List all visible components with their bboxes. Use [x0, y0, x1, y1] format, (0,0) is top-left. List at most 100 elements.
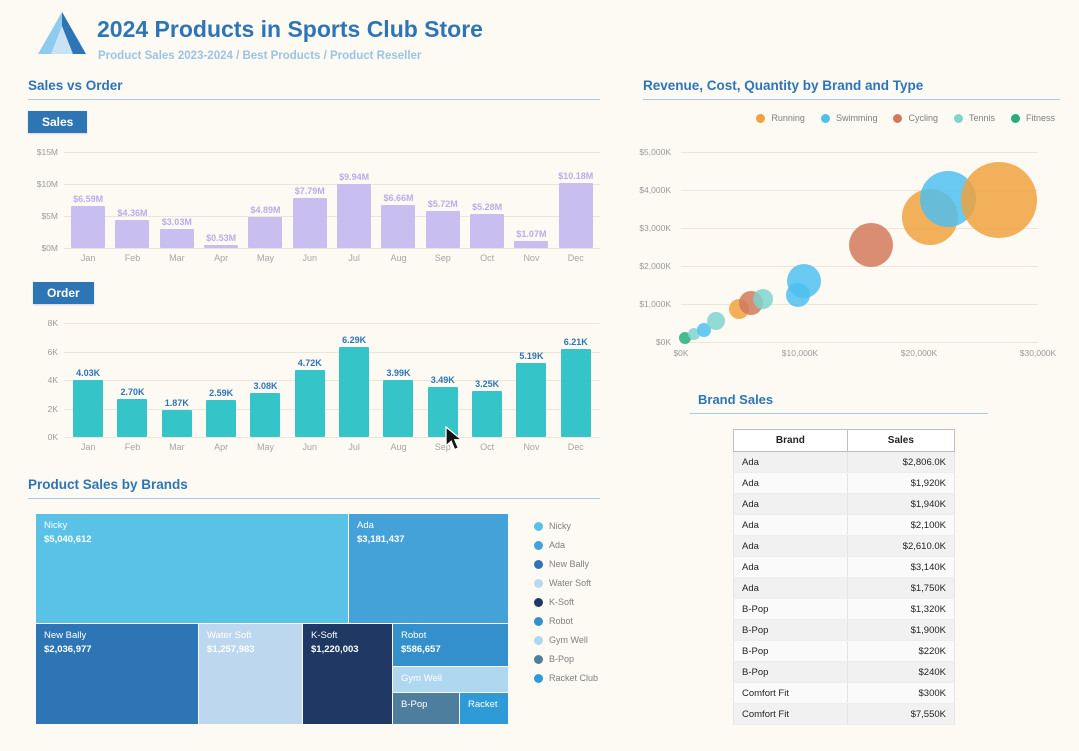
- bar-rect[interactable]: [161, 410, 192, 437]
- bar-may[interactable]: $4.89M: [243, 205, 287, 248]
- table-row[interactable]: Comfort Fit $300K: [733, 682, 956, 704]
- bar-rect[interactable]: [294, 369, 325, 437]
- bar-rect[interactable]: [339, 347, 370, 437]
- bar-rect[interactable]: [560, 348, 591, 437]
- bar-rect[interactable]: [558, 182, 593, 248]
- legend-item-racket-club[interactable]: Racket Club: [534, 673, 606, 683]
- bar-nov[interactable]: 5.19K: [509, 351, 553, 437]
- bar-rect[interactable]: [117, 398, 148, 437]
- bar-rect[interactable]: [427, 387, 458, 437]
- bar-rect[interactable]: [248, 216, 283, 248]
- gridline: [681, 342, 1038, 343]
- bar-rect[interactable]: [383, 380, 414, 437]
- bar-mar[interactable]: $3.03M: [155, 217, 199, 248]
- legend-item-swimming[interactable]: Swimming: [820, 113, 877, 123]
- legend-label: K-Soft: [549, 597, 575, 607]
- bar-rect[interactable]: [71, 205, 106, 248]
- bubble-point-swimming[interactable]: [696, 322, 711, 337]
- bubble-point-tennis[interactable]: [706, 311, 725, 330]
- bar-dec[interactable]: 6.21K: [554, 337, 598, 437]
- table-row[interactable]: Ada $1,750K: [733, 577, 956, 599]
- bar-apr[interactable]: $0.53M: [199, 233, 243, 248]
- sales-badge[interactable]: Sales: [28, 111, 88, 133]
- legend-item-k-soft[interactable]: K-Soft: [534, 597, 606, 607]
- bar-feb[interactable]: $4.36M: [110, 208, 154, 248]
- table-row[interactable]: Ada $1,920K: [733, 472, 956, 494]
- bar-rect[interactable]: [381, 205, 416, 248]
- column-header-brand[interactable]: Brand: [733, 429, 848, 452]
- legend-item-nicky[interactable]: Nicky: [534, 521, 606, 531]
- legend-item-cycling[interactable]: Cycling: [893, 113, 938, 123]
- bar-jan[interactable]: $6.59M: [66, 194, 110, 248]
- bubble-point-running[interactable]: [960, 161, 1037, 238]
- bubble-point-swimming[interactable]: [786, 264, 821, 299]
- legend-item-robot[interactable]: Robot: [534, 616, 606, 626]
- treemap-node-ada[interactable]: Ada $3,181,437: [349, 514, 508, 624]
- table-row[interactable]: Ada $3,140K: [733, 556, 956, 578]
- bar-apr[interactable]: 2.59K: [199, 388, 243, 437]
- legend-marker-icon: [534, 578, 543, 588]
- bar-sep[interactable]: 3.49K: [421, 375, 465, 437]
- bar-oct[interactable]: $5.28M: [465, 202, 509, 248]
- treemap-node-nicky[interactable]: Nicky $5,040,612: [36, 514, 349, 624]
- legend-item-running[interactable]: Running: [756, 113, 805, 123]
- column-header-sales[interactable]: Sales: [846, 429, 956, 452]
- bar-jul[interactable]: $9.94M: [332, 172, 376, 248]
- bar-rect[interactable]: [73, 379, 104, 437]
- legend-item-gym-well[interactable]: Gym Well: [534, 635, 606, 645]
- bar-rect[interactable]: [204, 244, 239, 248]
- table-row[interactable]: Ada $2,610.0K: [733, 535, 956, 557]
- legend-item-water-soft[interactable]: Water Soft: [534, 578, 606, 588]
- bar-rect[interactable]: [470, 214, 505, 248]
- table-row[interactable]: Comfort Fit $7,550K: [733, 703, 956, 725]
- order-badge[interactable]: Order: [33, 282, 94, 304]
- treemap-node-k-soft[interactable]: K-Soft $1,220,003: [303, 624, 393, 724]
- table-row[interactable]: Ada $2,100K: [733, 514, 956, 536]
- bar-rect[interactable]: [292, 198, 327, 248]
- treemap-node-gym-well[interactable]: Gym Well: [393, 667, 508, 693]
- bar-jun[interactable]: 4.72K: [288, 358, 332, 437]
- treemap-node-value: $1,220,003: [311, 644, 359, 655]
- bubble-point-cycling[interactable]: [849, 223, 894, 268]
- table-row[interactable]: B-Pop $1,320K: [733, 598, 956, 620]
- table-row[interactable]: Ada $2,806.0K: [733, 451, 956, 473]
- bar-jun[interactable]: $7.79M: [288, 186, 332, 248]
- bar-rect[interactable]: [472, 390, 503, 437]
- treemap-node-robot[interactable]: Robot $586,657: [393, 624, 508, 667]
- treemap-node-b-pop[interactable]: B-Pop: [393, 693, 460, 724]
- treemap-node-racket-club[interactable]: Racket Club: [460, 693, 508, 724]
- bar-may[interactable]: 3.08K: [243, 381, 287, 437]
- bar-dec[interactable]: $10.18M: [554, 171, 598, 248]
- treemap-node-new-bally[interactable]: New Bally $2,036,977: [36, 624, 199, 724]
- bar-feb[interactable]: 2.70K: [110, 387, 154, 437]
- bar-rect[interactable]: [115, 220, 150, 248]
- table-row[interactable]: B-Pop $240K: [733, 661, 956, 683]
- bar-value-label: 3.08K: [253, 381, 278, 392]
- table-row[interactable]: B-Pop $220K: [733, 640, 956, 662]
- bar-rect[interactable]: [159, 228, 194, 248]
- treemap-node-water-soft[interactable]: Water Soft $1,257,983: [199, 624, 303, 724]
- bar-rect[interactable]: [337, 184, 372, 248]
- bar-aug[interactable]: 3.99K: [376, 368, 420, 437]
- legend-item-b-pop[interactable]: B-Pop: [534, 654, 606, 664]
- bar-rect[interactable]: [206, 400, 237, 437]
- bar-rect[interactable]: [250, 393, 281, 437]
- legend-item-ada[interactable]: Ada: [534, 540, 606, 550]
- bar-rect[interactable]: [514, 241, 549, 248]
- table-row[interactable]: B-Pop $1,900K: [733, 619, 956, 641]
- bar-jan[interactable]: 4.03K: [66, 368, 110, 437]
- bar-jul[interactable]: 6.29K: [332, 335, 376, 437]
- bubble-point-tennis[interactable]: [753, 289, 774, 310]
- bar-aug[interactable]: $6.66M: [376, 193, 420, 248]
- bar-rect[interactable]: [516, 363, 547, 437]
- bar-mar[interactable]: 1.87K: [155, 398, 199, 437]
- legend-item-fitness[interactable]: Fitness: [1010, 113, 1055, 123]
- bar-nov[interactable]: $1.07M: [509, 229, 553, 248]
- bubble-point-fitness[interactable]: [678, 332, 691, 345]
- table-row[interactable]: Ada $1,940K: [733, 493, 956, 515]
- bar-oct[interactable]: 3.25K: [465, 379, 509, 437]
- bar-rect[interactable]: [425, 211, 460, 248]
- bar-sep[interactable]: $5.72M: [421, 199, 465, 248]
- legend-item-tennis[interactable]: Tennis: [953, 113, 995, 123]
- legend-item-new-bally[interactable]: New Bally: [534, 559, 606, 569]
